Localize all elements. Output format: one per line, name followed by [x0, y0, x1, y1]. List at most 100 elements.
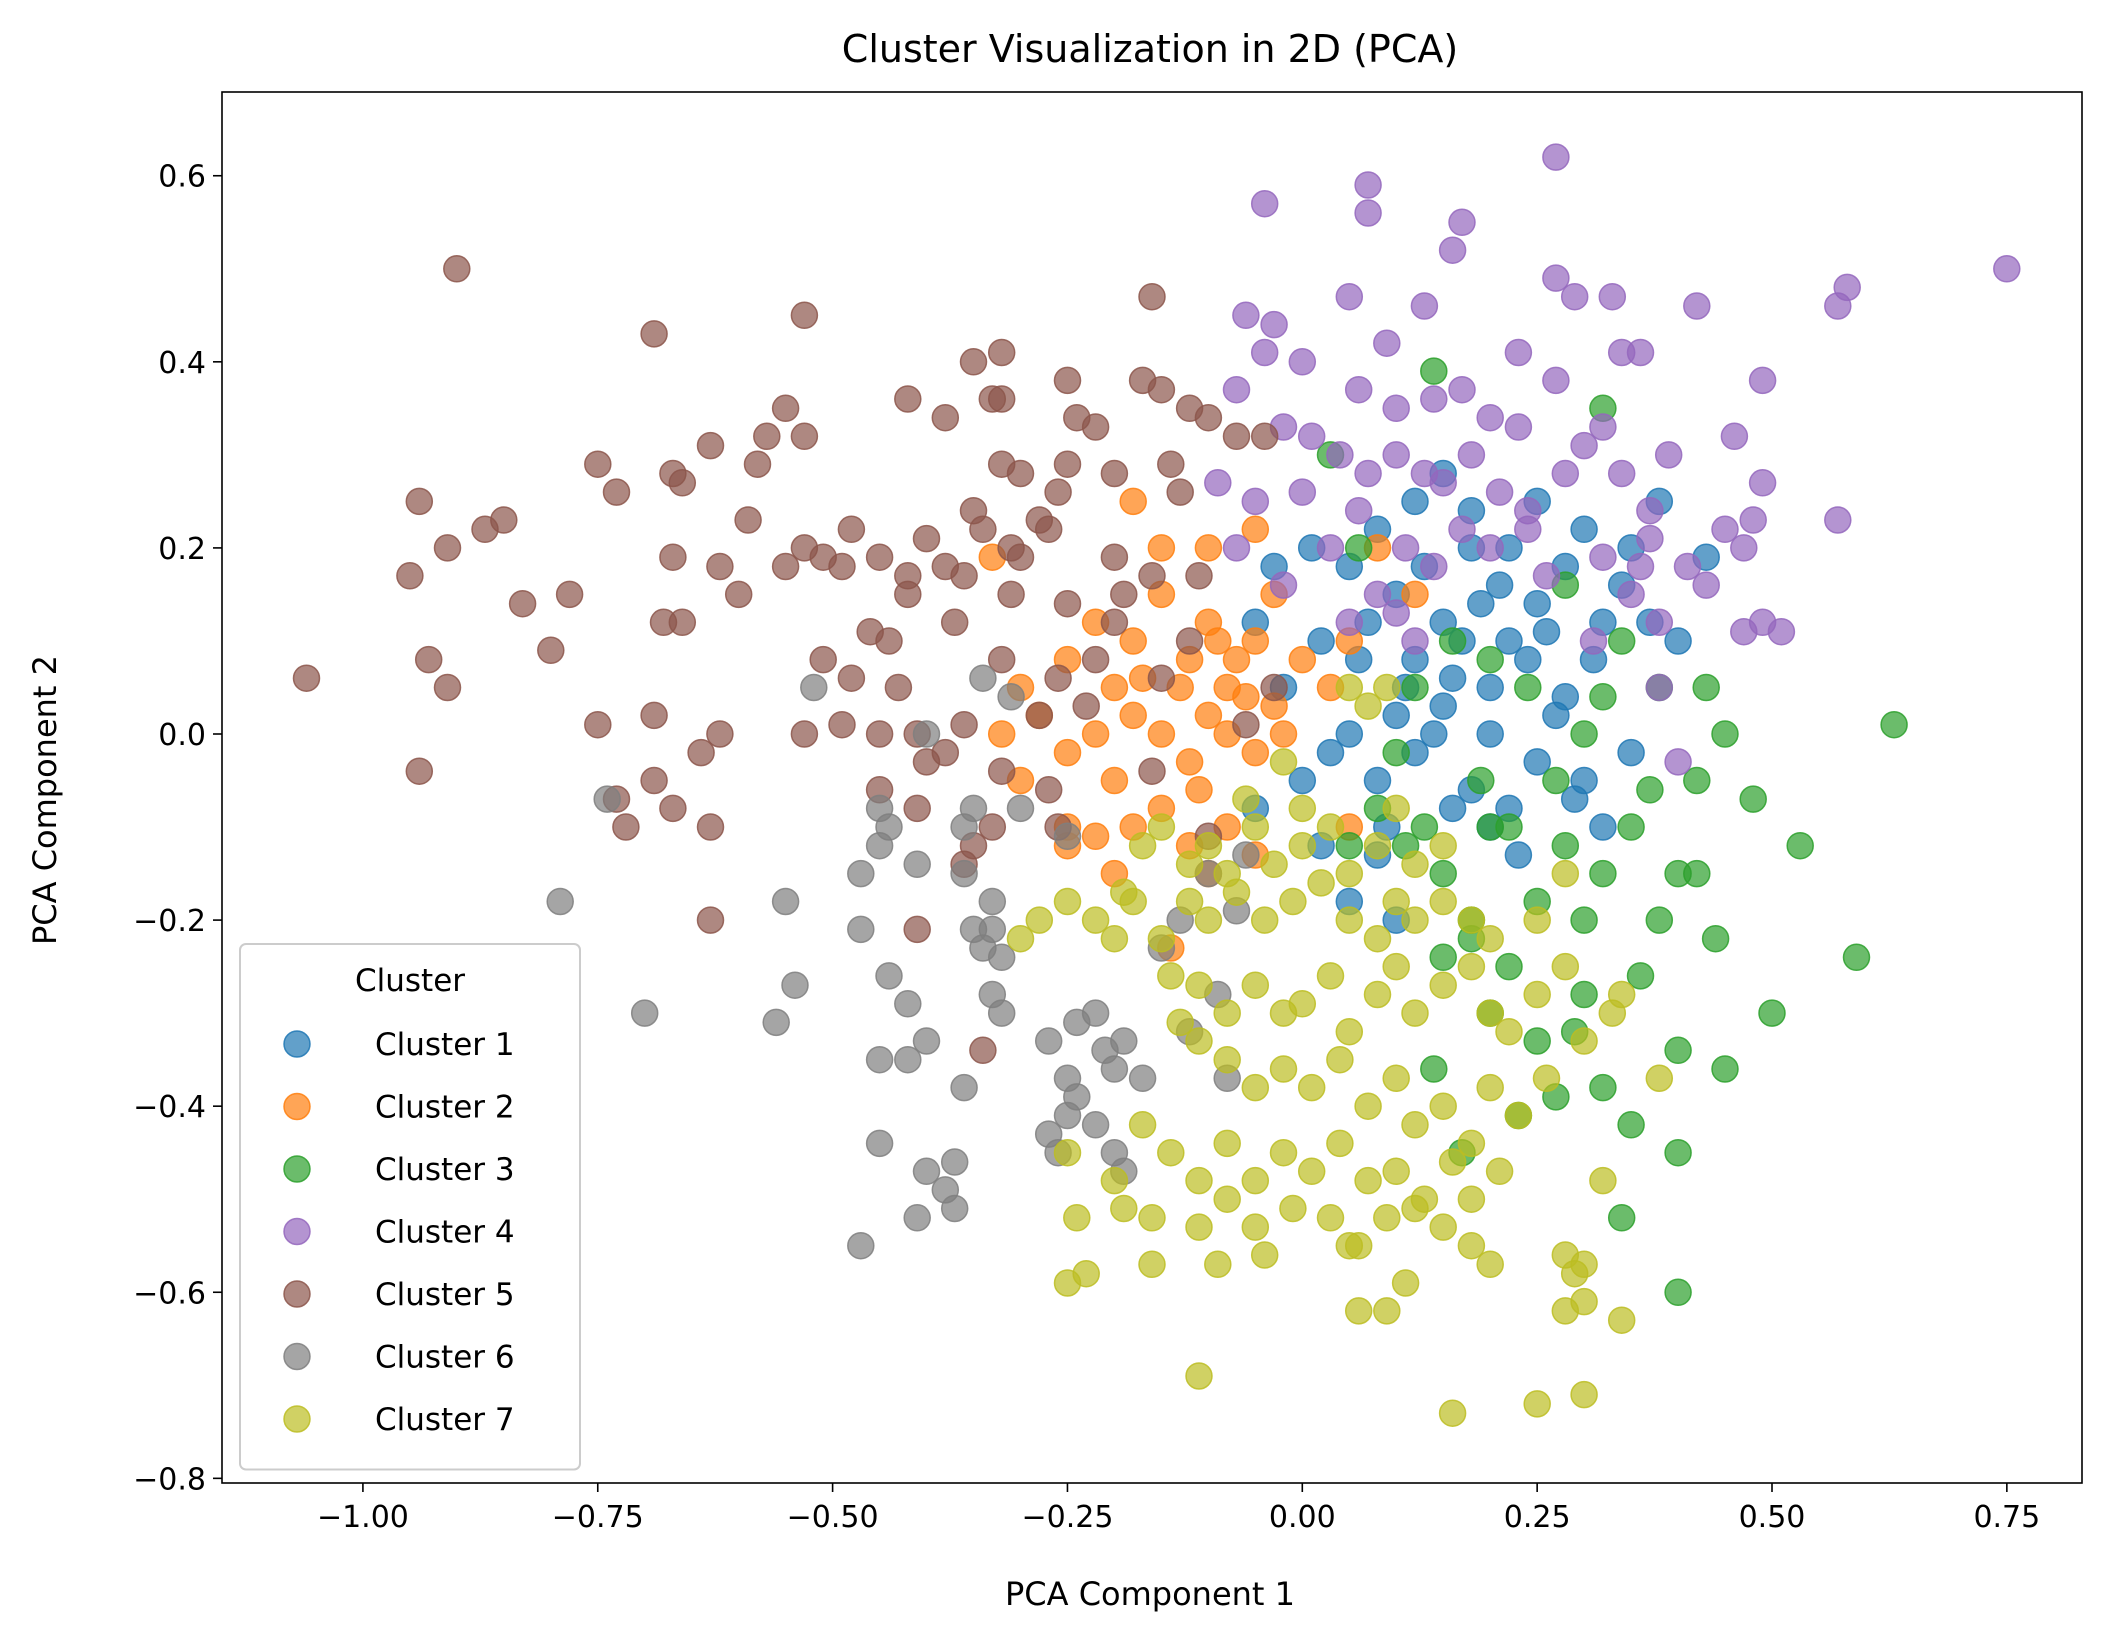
data-point: [1241, 1166, 1270, 1195]
data-point: [1711, 720, 1739, 748]
data-point: [837, 515, 866, 544]
data-point: [1626, 552, 1655, 581]
data-point: [1316, 1204, 1345, 1232]
data-point: [1250, 422, 1279, 451]
data-point: [1147, 813, 1176, 841]
data-point: [1457, 1129, 1486, 1158]
data-point: [734, 506, 762, 534]
data-point: [1664, 748, 1692, 776]
data-point: [1654, 441, 1683, 469]
data-point: [687, 738, 715, 767]
data-point: [1560, 785, 1589, 813]
legend-item-cluster-2: Cluster 2: [283, 1090, 515, 1126]
data-point: [1147, 720, 1176, 748]
data-point: [1711, 515, 1739, 544]
data-point: [987, 720, 1016, 748]
data-point: [1467, 766, 1495, 795]
data-point: [1448, 515, 1476, 544]
x-tick-label: −0.25: [1021, 1500, 1113, 1535]
data-point: [1438, 627, 1467, 655]
data-point: [668, 608, 697, 637]
data-point: [1495, 813, 1523, 841]
data-point: [1335, 859, 1364, 888]
data-point: [1420, 1055, 1448, 1083]
data-point: [828, 552, 856, 581]
data-point: [1279, 1194, 1307, 1223]
data-point: [1401, 673, 1429, 702]
data-point: [1185, 971, 1213, 999]
data-point: [1636, 524, 1664, 553]
data-point: [969, 515, 997, 544]
data-point: [1748, 469, 1777, 497]
data-point: [1429, 859, 1457, 888]
data-point: [1570, 515, 1598, 544]
y-tick-label: −0.2: [133, 904, 206, 939]
data-point: [1053, 1101, 1082, 1130]
data-point: [1354, 459, 1382, 488]
data-point: [1664, 1278, 1692, 1307]
data-point: [978, 385, 1007, 413]
data-point: [903, 794, 931, 823]
data-point: [1589, 1073, 1617, 1102]
data-point: [1523, 1027, 1551, 1055]
legend-item-cluster-3: Cluster 3: [283, 1152, 515, 1188]
legend-marker: [283, 1405, 311, 1433]
plot-area-frame: [221, 91, 2083, 1484]
legend-box: [239, 943, 581, 1471]
data-point: [1382, 887, 1410, 916]
data-point: [1213, 1045, 1241, 1074]
data-point: [1438, 1399, 1467, 1427]
x-tick-label: −0.50: [787, 1500, 879, 1535]
data-point: [1523, 748, 1551, 776]
data-point: [1373, 1204, 1401, 1232]
data-point: [1326, 1129, 1354, 1158]
data-point: [1157, 962, 1185, 990]
data-point: [903, 915, 931, 944]
legend-label: Cluster 4: [375, 1215, 515, 1251]
data-point: [1485, 571, 1514, 599]
data-point: [1683, 859, 1711, 888]
data-point: [894, 1045, 922, 1074]
data-point: [1241, 1213, 1270, 1241]
legend-marker: [283, 1092, 311, 1121]
data-point: [1053, 822, 1082, 851]
data-point: [1222, 645, 1251, 674]
data-point: [1880, 710, 1908, 739]
data-point: [950, 562, 978, 590]
data-point: [1269, 748, 1298, 776]
data-point: [1589, 859, 1617, 888]
data-point: [1664, 1138, 1692, 1167]
data-point: [978, 887, 1007, 916]
data-point: [1692, 571, 1720, 599]
data-point: [1194, 831, 1223, 860]
data-point: [1288, 766, 1317, 795]
data-point: [1589, 1166, 1617, 1195]
data-point: [1401, 850, 1429, 879]
data-point: [1344, 375, 1373, 404]
y-tick-label: −0.8: [133, 1462, 206, 1497]
legend-marker: [283, 1217, 311, 1246]
data-point: [1241, 738, 1270, 767]
data-point: [1316, 534, 1345, 562]
data-point: [1006, 543, 1035, 571]
data-point: [1476, 999, 1504, 1027]
data-point: [1260, 310, 1288, 339]
data-point: [987, 757, 1016, 785]
data-point: [1044, 478, 1072, 506]
data-point: [1110, 1027, 1138, 1055]
data-point: [847, 859, 875, 888]
x-axis-title: PCA Component 1: [1005, 1575, 1295, 1613]
data-point: [1081, 999, 1110, 1027]
data-point: [1617, 738, 1645, 767]
data-point: [809, 645, 837, 674]
data-point: [1438, 664, 1467, 692]
y-tick-label: 0.2: [158, 532, 206, 567]
legend-label: Cluster 1: [375, 1027, 515, 1063]
data-point: [969, 1036, 997, 1065]
data-point: [1053, 589, 1082, 618]
data-point: [1034, 776, 1063, 804]
data-point: [1175, 887, 1204, 916]
data-point: [1081, 822, 1110, 851]
data-point: [1542, 766, 1570, 795]
data-point: [1241, 971, 1270, 999]
